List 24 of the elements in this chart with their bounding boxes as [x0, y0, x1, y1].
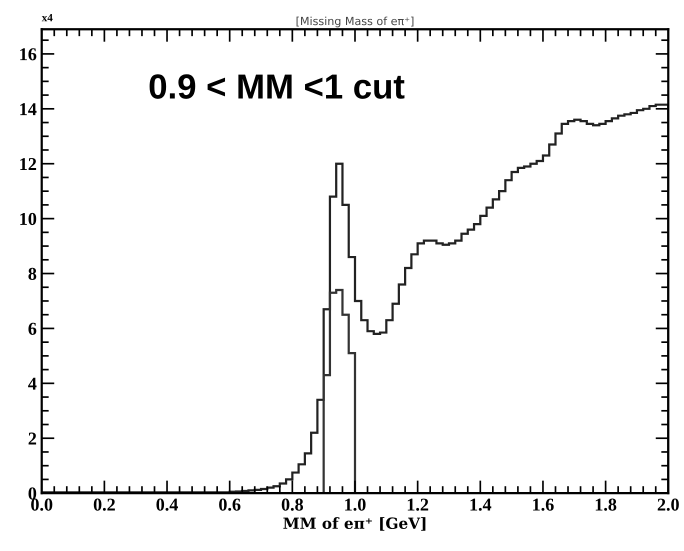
- annotation: 0.9 < MM <1 cut: [150, 74, 404, 99]
- x-tick-label: 2.0: [658, 498, 679, 511]
- y-tick-label: 14: [20, 103, 37, 116]
- x-tick-label: 0.0: [31, 498, 52, 511]
- x-tick-label: 1.6: [533, 498, 554, 511]
- x-tick-label: 0.2: [94, 498, 115, 511]
- text: x4: [42, 14, 53, 22]
- chart-title: [Missing Mass of eπ⁺]: [296, 16, 414, 28]
- x-tick-label: 1.4: [470, 498, 492, 511]
- x-tick-label: 1.2: [408, 498, 428, 511]
- x-axis-title: MM of eπ⁺ [GeV]: [283, 517, 426, 531]
- x-tick-label: 1.0: [345, 498, 366, 511]
- y-tick-label: 12: [20, 158, 36, 170]
- y-tick-label: 4: [28, 378, 37, 390]
- y-tick-label: 0: [28, 487, 36, 500]
- x-tick-label: 0.8: [282, 498, 304, 511]
- x-tick-label: 1.8: [596, 498, 616, 511]
- y-tick-label: 8: [28, 268, 36, 280]
- x-tick-label: 0.4: [156, 498, 178, 511]
- y-tick-label: 6: [28, 322, 36, 335]
- x-tick-label: 0.6: [219, 498, 240, 511]
- y-tick-label: 10: [20, 212, 36, 226]
- y-tick-label: 2: [28, 432, 36, 445]
- y-tick-label: 16: [20, 48, 36, 60]
